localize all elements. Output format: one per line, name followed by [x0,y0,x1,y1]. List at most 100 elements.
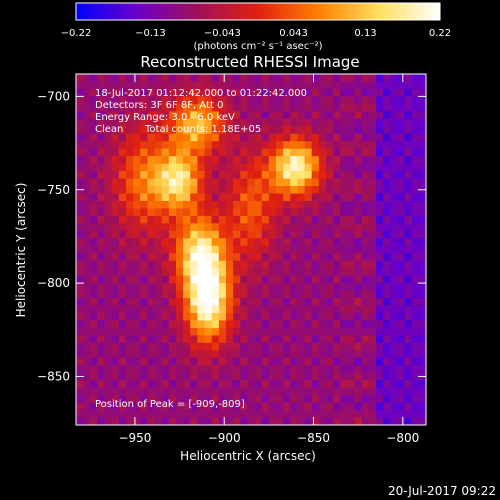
heatmap-cell [226,215,234,224]
heatmap-cell [290,163,299,172]
heatmap-cell [147,111,156,120]
heatmap-cell [118,312,127,322]
heatmap-cell [347,402,356,411]
heatmap-cell [326,126,334,135]
heatmap-cell [90,290,99,299]
heatmap-cell [283,335,291,344]
heatmap-cell [211,395,220,404]
heatmap-cell [147,208,156,217]
heatmap-cell [268,178,277,187]
heatmap-cell [197,103,206,112]
heatmap-cell [311,88,320,98]
heatmap-cell [333,133,341,142]
heatmap-cell [418,230,426,239]
heatmap-cell [383,148,391,157]
heatmap-cell [290,298,299,307]
heatmap-cell [254,223,263,232]
heatmap-cell [404,327,413,336]
heatmap-cell [83,380,91,389]
heatmap-cell [183,208,191,217]
heatmap-cell [283,96,291,105]
heatmap-cell [76,118,84,127]
heatmap-cell [226,305,234,314]
heatmap-cell [76,253,84,262]
heatmap-cell [283,320,291,329]
heatmap-cell [104,402,113,411]
heatmap-cell [233,178,241,187]
heatmap-cell [97,223,106,232]
heatmap-cell [197,238,206,247]
heatmap-cell [333,141,341,150]
heatmap-cell [283,193,291,202]
heatmap-cell [397,163,406,172]
heatmap-cell [376,312,384,322]
heatmap-cell [118,81,127,90]
heatmap-cell [283,312,291,322]
heatmap-cell [297,148,306,157]
heatmap-cell [176,268,184,277]
heatmap-cell [326,74,334,83]
heatmap-cell [176,342,184,351]
heatmap-cell [240,74,249,83]
heatmap-cell [161,186,170,195]
heatmap-cell [390,298,399,307]
heatmap-cell [333,230,341,239]
heatmap-cell [261,298,270,307]
plot-frame [75,73,427,426]
heatmap-cell [383,320,391,329]
heatmap-cell [97,305,106,314]
heatmap-cell [347,133,356,142]
heatmap-cell [390,410,399,419]
heatmap-cell [304,253,313,262]
heatmap-cell [361,312,370,322]
heatmap-cell [147,283,156,292]
heatmap-cell [154,74,163,83]
heatmap-cell [397,126,406,135]
heatmap-cell [190,275,199,284]
heatmap-cell [197,193,206,202]
heatmap-cell [290,238,299,247]
heatmap-cell [211,118,220,127]
heatmap-cell [133,312,141,322]
heatmap-cell [133,141,141,150]
heatmap-cell [97,186,106,195]
heatmap-cell [368,230,377,239]
heatmap-cell [233,186,241,195]
heatmap-cell [118,208,127,217]
heatmap-cell [311,223,320,232]
heatmap-cell [383,186,391,195]
heatmap-cell [197,283,206,292]
heatmap-cell [76,245,84,254]
heatmap-cell [247,223,256,232]
heatmap-cell [411,320,420,329]
heatmap-cell [347,350,356,359]
heatmap-cell [233,350,241,359]
heatmap-cell [340,327,349,336]
heatmap-cell [390,342,399,351]
heatmap-cell [161,88,170,98]
heatmap-cell [383,417,391,425]
heatmap-cell [83,118,91,127]
heatmap-cell [211,283,220,292]
heatmap-cell [268,305,277,314]
heatmap-cell [211,141,220,150]
heatmap-cell [404,141,413,150]
heatmap-cell [404,298,413,307]
heatmap-cell [247,200,256,210]
heatmap-cell [204,305,213,314]
heatmap-cell [368,372,377,381]
heatmap-cell [390,88,399,98]
x-tick-label: −850 [297,431,330,445]
heatmap-cell [183,141,191,150]
heatmap-cell [104,103,113,112]
heatmap-cell [268,81,277,90]
heatmap-cell [354,238,363,247]
heatmap-cell [354,208,363,217]
heatmap-cell [190,327,199,336]
heatmap-cell [290,186,299,195]
heatmap-cell [218,81,227,90]
heatmap-cell [297,380,306,389]
axis-ticks: −950 −900 −850 −800−700−750−800−850 [37,74,426,445]
heatmap-cell [254,230,263,239]
heatmap-cell [404,312,413,322]
